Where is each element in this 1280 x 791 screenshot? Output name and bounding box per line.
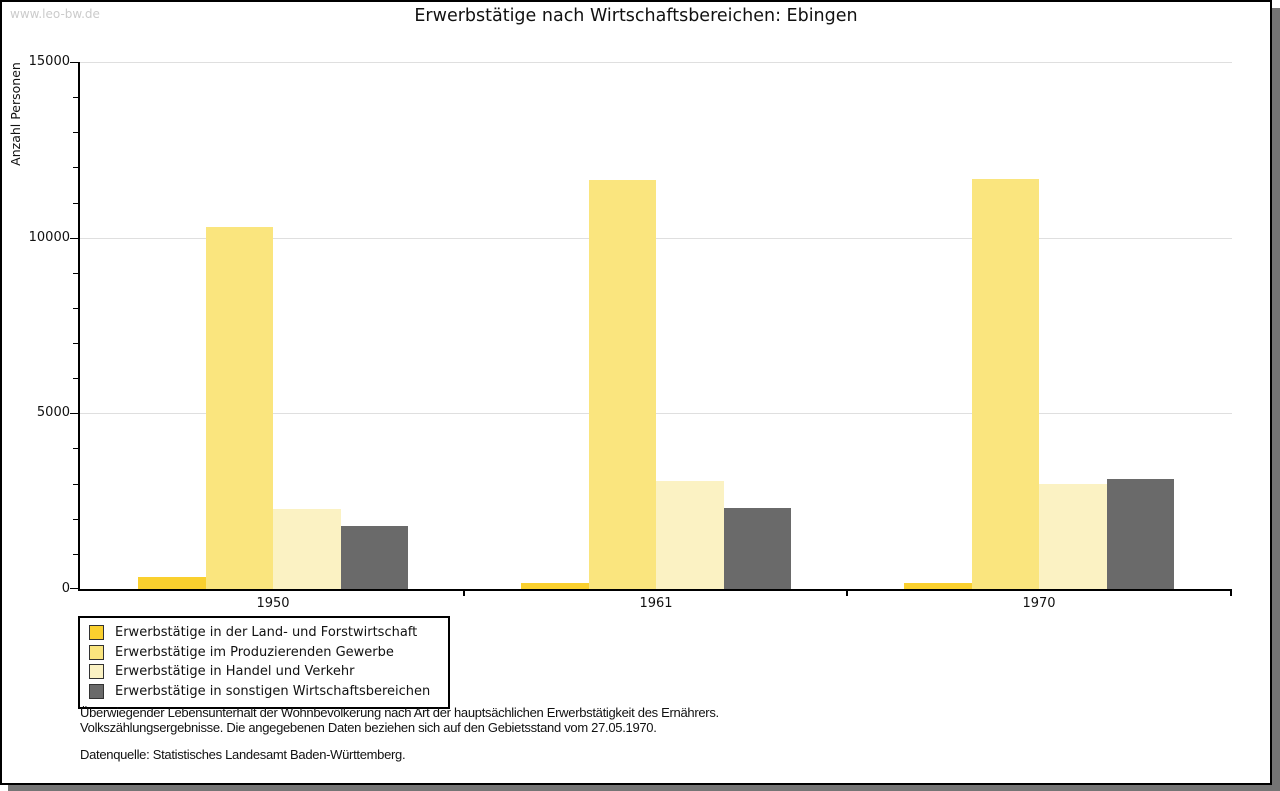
legend-swatch-icon	[89, 644, 104, 660]
legend-label: Erwerbstätige im Produzierenden Gewerbe	[115, 644, 394, 660]
y-minor-tick	[73, 202, 78, 204]
y-major-tick	[70, 62, 78, 63]
chart-title: Erwerbstätige nach Wirtschaftsbereichen:…	[414, 6, 858, 26]
x-tick-label: 1961	[639, 596, 673, 611]
bar-1961-series2	[656, 480, 724, 589]
bar-1970-series3	[1106, 479, 1174, 589]
footnote-line1: Überwiegender Lebensunterhalt der Wohnbe…	[80, 705, 719, 720]
y-minor-tick	[73, 307, 78, 309]
footnote: Überwiegender Lebensunterhalt der Wohnbe…	[80, 705, 719, 735]
x-tick	[1230, 591, 1232, 596]
y-tick-label: 5000	[36, 405, 70, 421]
y-major-tick	[70, 237, 78, 239]
bar-1970-series0	[904, 583, 972, 589]
y-axis-line	[78, 62, 80, 591]
bar-1950-series3	[340, 525, 408, 589]
bar-1970-series2	[1039, 483, 1107, 589]
bar-1950-series0	[138, 577, 206, 589]
y-tick-label: 15000	[28, 54, 70, 69]
bar-1950-series1	[205, 227, 273, 589]
gridline-5000	[80, 413, 1232, 415]
footnote-line2: Volkszählungsergebnisse. Die angegebenen…	[80, 719, 657, 735]
y-minor-tick	[73, 518, 78, 520]
gridline-10000	[80, 237, 1232, 239]
y-major-tick	[70, 413, 78, 415]
y-minor-tick	[73, 272, 78, 274]
y-minor-tick	[73, 553, 78, 555]
y-minor-tick	[73, 97, 78, 99]
legend-label: Erwerbstätige in sonstigen Wirtschaftsbe…	[115, 683, 431, 699]
legend-swatch-icon	[89, 664, 104, 680]
legend-swatch-icon	[89, 625, 104, 641]
y-tick-label: 0	[61, 581, 70, 596]
bar-1970-series1	[971, 179, 1039, 589]
x-tick	[463, 591, 465, 596]
bar-1950-series2	[273, 509, 341, 589]
legend-item: Erwerbstätige in Handel und Verkehr	[89, 662, 439, 682]
x-axis-line	[78, 589, 1232, 591]
data-source: Datenquelle: Statistisches Landesamt Bad…	[80, 747, 406, 762]
y-axis-label: Anzahl Personen	[8, 62, 23, 166]
legend-swatch-icon	[89, 683, 104, 699]
bar-1961-series0	[521, 582, 589, 589]
bar-1961-series1	[588, 180, 656, 589]
plot-area	[70, 62, 1232, 596]
x-tick	[846, 591, 848, 596]
y-minor-tick	[73, 167, 78, 169]
legend-item: Erwerbstätige in sonstigen Wirtschaftsbe…	[89, 682, 439, 702]
legend: Erwerbstätige in der Land- und Forstwirt…	[78, 616, 450, 709]
y-tick-label: 10000	[28, 229, 70, 245]
bar-1961-series3	[723, 507, 791, 589]
legend-label: Erwerbstätige in der Land- und Forstwirt…	[115, 625, 418, 641]
watermark: www.leo-bw.de	[10, 7, 100, 21]
y-minor-tick	[73, 343, 78, 345]
y-major-tick	[70, 588, 78, 589]
gridline-15000	[80, 62, 1232, 63]
y-minor-tick	[73, 132, 78, 134]
x-tick-label: 1950	[256, 596, 290, 611]
y-minor-tick	[73, 483, 78, 485]
legend-item: Erwerbstätige im Produzierenden Gewerbe	[89, 643, 439, 663]
legend-item: Erwerbstätige in der Land- und Forstwirt…	[89, 623, 439, 643]
y-minor-tick	[73, 448, 78, 450]
x-tick-label: 1970	[1022, 596, 1056, 611]
y-minor-tick	[73, 378, 78, 380]
legend-label: Erwerbstätige in Handel und Verkehr	[115, 664, 355, 680]
